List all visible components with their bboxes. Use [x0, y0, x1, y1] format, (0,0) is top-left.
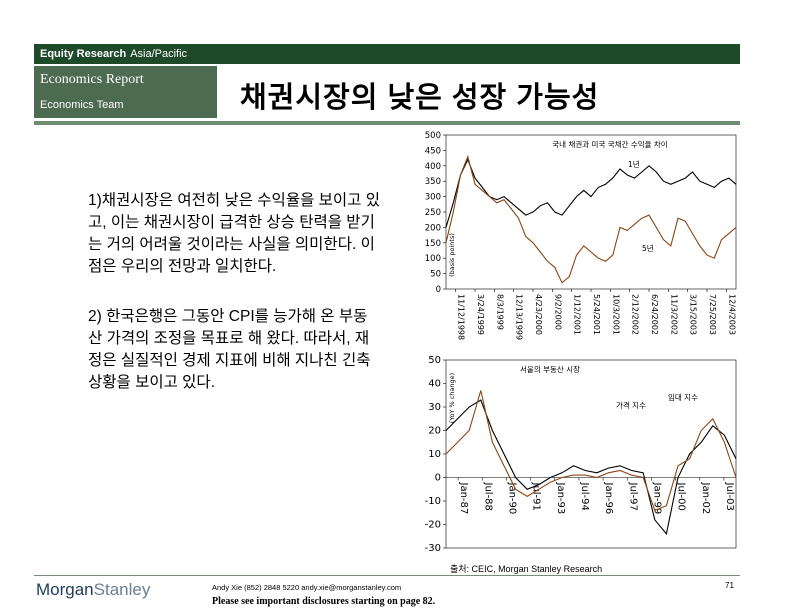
report-type: Economics Report [40, 72, 144, 87]
series-line-1 [445, 399, 737, 536]
y-tick-label: 40 [428, 379, 441, 390]
body-point-2: 2) 한국은행은 그동안 CPI를 능가해 온 부동산 가격의 조정을 목표로 … [88, 308, 371, 391]
morgan-stanley-logo: MorganStanley [36, 580, 151, 599]
x-tick-label: 6/24/2002 [650, 294, 659, 335]
y-tick-label: 350 [425, 177, 441, 187]
bond-spread-chart: 0 50 100 150 200 250 300 350 400 450 500 11/12/1998… [425, 131, 737, 340]
plot-frame [445, 359, 737, 549]
x-tick-label: 5/24/2001 [592, 294, 601, 335]
x-tick-label: 11/3/2002 [669, 294, 678, 335]
x-tick-label: 4/23/2000 [534, 294, 543, 335]
series-label-1: 임대 지수 [668, 393, 698, 402]
y-tick-label: -30 [425, 543, 441, 554]
x-tick-label: Jan-87 [458, 482, 469, 515]
x-tick-label: Jan-02 [700, 482, 711, 515]
x-tick-label: 8/3/1999 [495, 294, 504, 330]
x-tick-label: Jan-99 [651, 482, 662, 515]
y-tick-label: -10 [425, 496, 441, 507]
y-tick-label: 0 [436, 285, 441, 295]
team-name: Economics Team [40, 99, 124, 111]
x-tick-label: 3/15/2003 [689, 294, 698, 335]
y-tick-label: 200 [425, 223, 441, 233]
x-tick-label: Jan-96 [603, 482, 614, 515]
x-tick-label: Jul-00 [676, 482, 687, 511]
series-label-2: 가격 지수 [616, 400, 646, 410]
y-axis-label: (YoY % change) [448, 373, 456, 423]
y-tick-label: 50 [430, 270, 441, 280]
series-label-2: 5년 [642, 243, 654, 253]
body-point-1: 1)채권시장은 여전히 낮은 수익율을 보이고 있고, 이는 채권시장이 급격한… [88, 192, 380, 275]
page-title: 채권시장의 낮은 성장 가능성 [240, 82, 600, 114]
y-tick-label: 400 [425, 162, 441, 172]
x-tick-label: 11/12/1998 [457, 294, 466, 340]
x-tick-label: 7/25/2003 [708, 294, 717, 335]
series-line-2 [445, 154, 737, 284]
chart-title: 서울의 부동산 시장 [520, 364, 580, 374]
x-tick-label: 12/13/1999 [515, 294, 524, 340]
x-tick-label: 9/2/2000 [553, 294, 562, 330]
y-tick-label: 300 [425, 193, 441, 203]
x-tick-label: Jan-90 [506, 482, 517, 515]
region-label: Asia/Pacific [130, 48, 188, 60]
source-note: 출처: CEIC, Morgan Stanley Research [450, 564, 603, 574]
x-tick-label: 10/3/2001 [611, 294, 620, 335]
x-tick-label: Jul-88 [482, 482, 493, 511]
x-tick-label: 12/4/2003 [727, 294, 736, 335]
disclosure-note: Please see important disclosures startin… [212, 596, 436, 607]
plot-frame [445, 134, 737, 290]
chart-title: 국내 채권과 미국 국채간 수익율 차이 [552, 139, 667, 149]
y-tick-label: 0 [435, 473, 441, 484]
y-tick-label: 150 [425, 239, 441, 249]
y-tick-label: 450 [425, 146, 441, 156]
report-panel: Economics Report Economics Team [34, 66, 217, 118]
y-tick-label: 10 [428, 449, 441, 460]
x-tick-label: Jul-94 [579, 482, 590, 511]
x-tick-label: 2/12/2002 [631, 294, 640, 335]
x-tick-label: Jul-91 [531, 482, 542, 511]
top-banner: Equity Research Asia/Pacific [34, 44, 740, 64]
analyst-contact: Andy Xie (852) 2848 5220 andy.xie@morgan… [212, 583, 402, 592]
x-tick-label: 3/24/1999 [476, 294, 485, 335]
footer-divider [34, 575, 740, 576]
y-tick-label: 20 [428, 426, 441, 437]
x-tick-label: Jul-03 [724, 482, 735, 511]
section-label: Equity Research [40, 48, 127, 60]
y-tick-label: 50 [428, 355, 441, 366]
series-line-1 [445, 158, 737, 228]
page-number: 71 [725, 581, 734, 590]
seoul-property-chart: -30 -20 -10 0 10 20 30 40 50 Jan-87 Jul-88 Jan-90 Ju… [425, 355, 737, 554]
series-line-2 [445, 390, 737, 512]
header-divider [34, 121, 740, 125]
x-tick-label: Jan-93 [555, 482, 566, 515]
y-tick-label: 30 [428, 402, 441, 413]
y-tick-label: 250 [425, 208, 441, 218]
x-tick-label: 1/12/2001 [573, 294, 582, 335]
series-label-1: 1년 [628, 159, 640, 169]
y-axis-label: (basis points) [448, 233, 456, 277]
y-tick-label: 500 [425, 131, 441, 141]
x-tick-label: Jul-97 [627, 482, 638, 511]
y-tick-label: -20 [425, 520, 441, 531]
y-tick-label: 100 [425, 254, 441, 264]
